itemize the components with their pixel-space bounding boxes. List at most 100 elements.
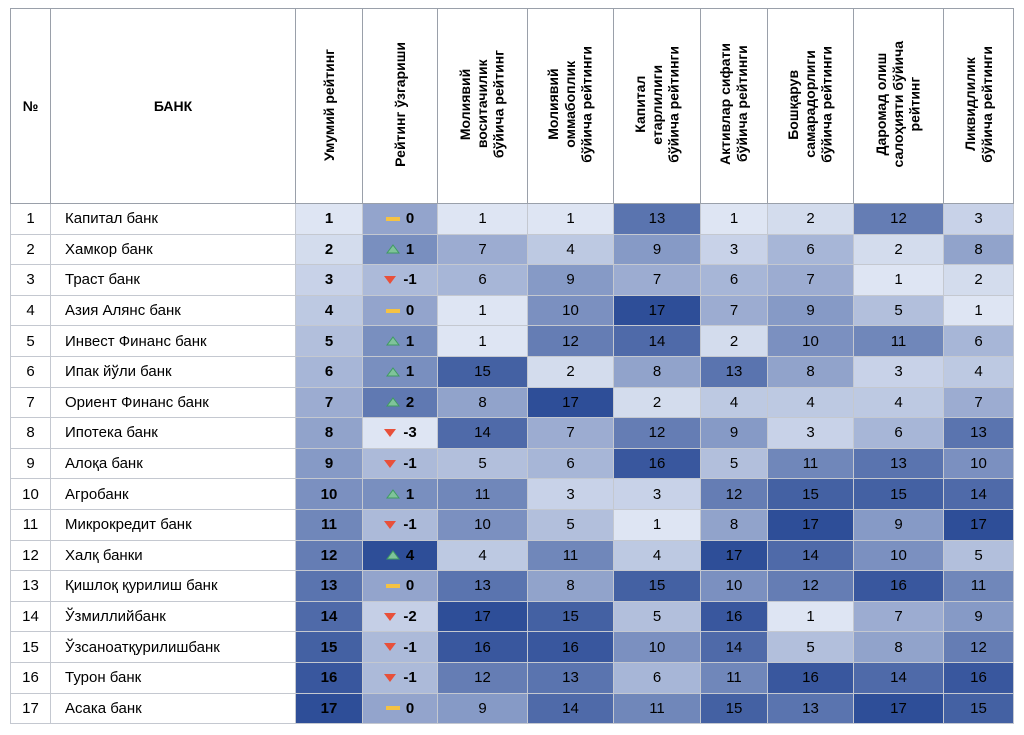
rating-cell: 3 (943, 203, 1014, 235)
table-row: 3 Траст банк 3 -1 6 9 7 6 7 1 2 (10, 264, 1014, 296)
overall-rating: 1 (295, 203, 363, 235)
rating-cell: 11 (527, 539, 614, 572)
rating-cell: 14 (437, 417, 528, 449)
rating-cell: 14 (700, 631, 768, 663)
change-shape (385, 336, 400, 346)
rating-cell: 4 (767, 386, 854, 419)
table-row: 5 Инвест Финанс банк 5 1 1 12 14 2 10 11 6 (10, 325, 1014, 357)
rating-cell: 9 (767, 294, 854, 327)
table-row: 14 Ўзмиллийбанк 14 -2 17 15 5 16 1 7 9 (10, 600, 1014, 633)
overall-rating: 3 (295, 264, 363, 296)
rating-cell: 5 (853, 294, 944, 327)
rating-cell: 16 (437, 631, 528, 663)
row-number: 17 (10, 692, 51, 725)
rating-cell: 15 (943, 692, 1014, 725)
bank-name: Халқ банки (50, 539, 296, 572)
rating-cell: 3 (613, 478, 701, 510)
change-shape (385, 397, 400, 407)
header-text: Ликвидлилик бўйича рейтинги (961, 46, 995, 163)
rating-change: 2 (363, 394, 437, 411)
header-cell: Молиявий воситачилик бўйича рейтинг (437, 8, 528, 204)
change-shape (384, 643, 397, 652)
row-number: 1 (10, 203, 51, 235)
change-value: 0 (405, 577, 415, 595)
change-icon (384, 459, 397, 468)
rating-cell: 2 (613, 386, 701, 419)
rating-cell: 13 (767, 692, 854, 725)
rating-cell: 15 (613, 570, 701, 602)
change-icon (385, 336, 400, 346)
overall-rating: 11 (295, 508, 363, 541)
overall-rating: 5 (295, 325, 363, 357)
rating-cell: 10 (767, 325, 854, 357)
rating-cell: 4 (437, 539, 528, 572)
rating-cell: 5 (437, 447, 528, 480)
bank-name: Асака банк (50, 692, 296, 725)
change-icon (385, 550, 400, 560)
rating-change-cell: -2 (362, 600, 438, 633)
overall-rating: 10 (295, 478, 363, 510)
header-cell: Активлар сифати бўйича рейтинги (700, 8, 768, 204)
table-body: 1 Капитал банк 1 0 1 1 13 1 2 12 3 2 Хамкор банк 2 1 7 4… (10, 203, 1014, 725)
rating-cell: 13 (527, 661, 614, 694)
rating-cell: 16 (527, 631, 614, 663)
rating-cell: 12 (853, 203, 944, 235)
row-number: 7 (10, 386, 51, 419)
rating-cell: 16 (853, 570, 944, 602)
rating-cell: 4 (853, 386, 944, 419)
table-row: 10 Агробанк 10 1 11 3 3 12 15 15 14 (10, 478, 1014, 510)
rating-cell: 12 (527, 325, 614, 357)
rating-cell: 6 (437, 264, 528, 296)
rating-cell: 5 (943, 539, 1014, 572)
rating-change-cell: 0 (362, 294, 438, 327)
rating-cell: 10 (437, 508, 528, 541)
row-number: 14 (10, 600, 51, 633)
rating-cell: 6 (853, 417, 944, 449)
change-value: -3 (403, 424, 417, 442)
change-value: 0 (405, 210, 415, 228)
table-row: 7 Ориент Финанс банк 7 2 8 17 2 4 4 4 7 (10, 386, 1014, 419)
rating-cell: 3 (853, 355, 944, 388)
change-shape (385, 308, 400, 313)
rating-cell: 5 (767, 631, 854, 663)
change-shape (384, 520, 397, 529)
rating-cell: 17 (700, 539, 768, 572)
rating-cell: 16 (613, 447, 701, 480)
bank-name: Капитал банк (50, 203, 296, 235)
change-shape (384, 428, 397, 437)
header-cell: Даромад олиш салоҳияти бўйича рейтинг (853, 8, 944, 204)
change-value: 2 (405, 393, 415, 411)
header-cell: БАНК (50, 8, 296, 204)
rating-cell: 14 (767, 539, 854, 572)
rating-cell: 2 (527, 355, 614, 388)
change-value: 1 (405, 332, 415, 350)
rating-cell: 13 (700, 355, 768, 388)
row-number: 6 (10, 355, 51, 388)
overall-rating: 6 (295, 355, 363, 388)
rating-cell: 6 (527, 447, 614, 480)
rating-cell: 17 (613, 294, 701, 327)
rating-cell: 7 (767, 264, 854, 296)
overall-rating: 7 (295, 386, 363, 419)
rating-cell: 17 (943, 508, 1014, 541)
rating-cell: 15 (527, 600, 614, 633)
table-row: 4 Азия Алянс банк 4 0 1 10 17 7 9 5 1 (10, 294, 1014, 327)
rating-cell: 11 (613, 692, 701, 725)
rating-cell: 9 (613, 233, 701, 266)
header-cell: Молиявий оммабоплик бўйича рейтинги (527, 8, 614, 204)
change-shape (384, 275, 397, 284)
rating-cell: 17 (853, 692, 944, 725)
rating-cell: 13 (853, 447, 944, 480)
rating-cell: 4 (700, 386, 768, 419)
rating-cell: 7 (613, 264, 701, 296)
row-number: 10 (10, 478, 51, 510)
rating-change: 0 (363, 302, 437, 319)
rating-cell: 9 (853, 508, 944, 541)
rating-cell: 5 (527, 508, 614, 541)
rating-cell: 7 (853, 600, 944, 633)
rating-change: -2 (363, 608, 437, 625)
change-shape (384, 459, 397, 468)
rating-cell: 10 (700, 570, 768, 602)
rating-change-cell: 0 (362, 203, 438, 235)
rating-change-cell: 1 (362, 233, 438, 266)
